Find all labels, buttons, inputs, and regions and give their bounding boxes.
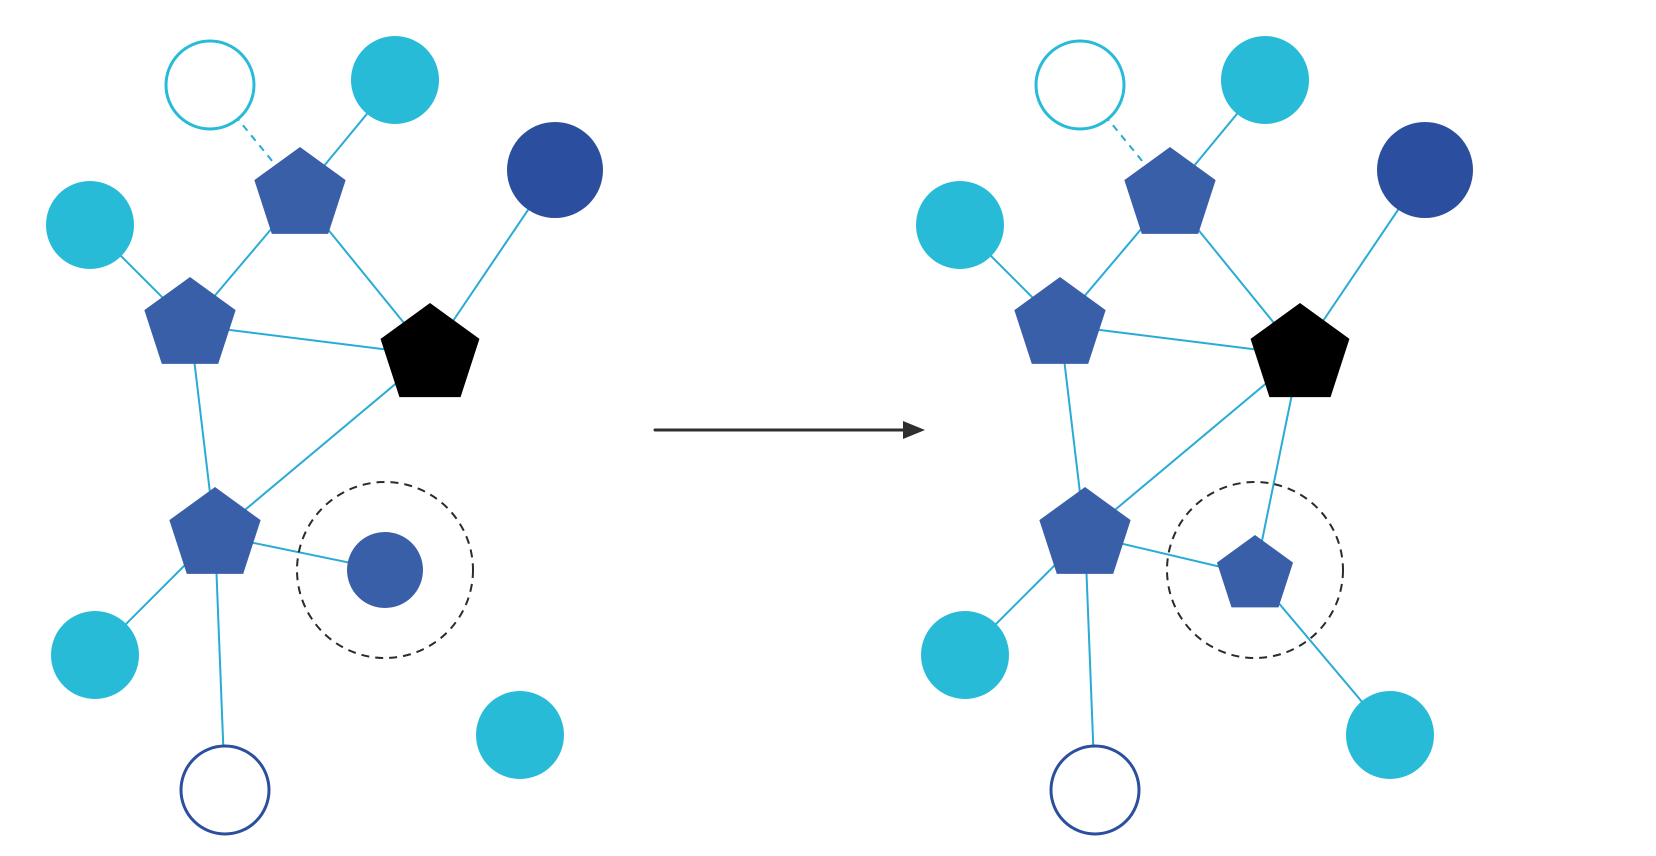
node-circle (1346, 691, 1434, 779)
node-circle (1051, 746, 1139, 834)
nodes-layer (46, 36, 603, 834)
node-circle (1036, 41, 1124, 129)
node-pentagon (254, 147, 345, 234)
node-pentagon (381, 303, 480, 397)
diagram-canvas (0, 0, 1656, 856)
node-circle (1221, 36, 1309, 124)
node-pentagon (1251, 303, 1350, 397)
node-pentagon (1217, 535, 1293, 607)
node-pentagon (144, 277, 235, 364)
node-circle (351, 36, 439, 124)
node-circle (1377, 122, 1473, 218)
node-pentagon (1124, 147, 1215, 234)
nodes-layer (916, 36, 1473, 834)
node-circle (476, 691, 564, 779)
node-circle (46, 181, 134, 269)
node-pentagon (169, 487, 260, 574)
node-circle (507, 122, 603, 218)
node-circle (181, 746, 269, 834)
arrow-icon (655, 421, 925, 439)
node-circle (347, 532, 423, 608)
node-circle (51, 611, 139, 699)
node-pentagon (1014, 277, 1105, 364)
right-panel (916, 36, 1473, 834)
node-pentagon (1039, 487, 1130, 574)
left-panel (46, 36, 603, 834)
node-circle (921, 611, 1009, 699)
node-circle (916, 181, 1004, 269)
node-circle (166, 41, 254, 129)
